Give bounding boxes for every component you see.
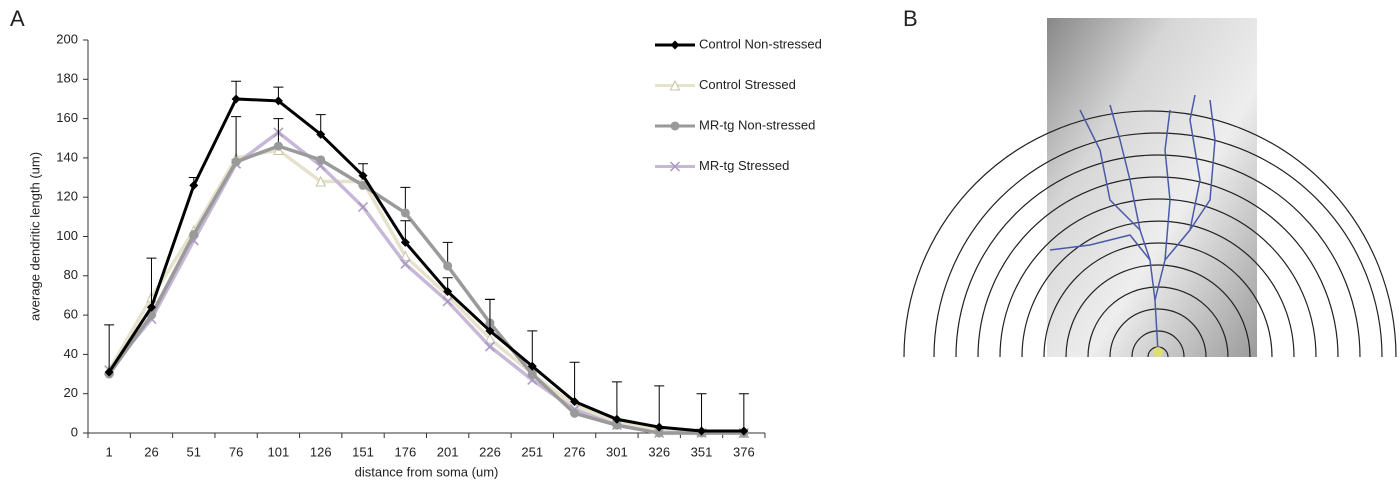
error-bar — [611, 381, 622, 420]
x-tick-label: 1 — [106, 444, 113, 459]
marker — [654, 422, 664, 432]
legend-label: MR-tg Non-stressed — [699, 117, 815, 132]
y-tick-label: 40 — [64, 346, 78, 361]
marker — [231, 94, 241, 104]
x-tick-label: 276 — [564, 444, 586, 459]
marker — [697, 426, 707, 436]
error-bar — [146, 257, 157, 308]
marker — [484, 341, 495, 352]
x-tick-label: 76 — [229, 444, 243, 459]
x-axis-label: distance from soma (um) — [355, 464, 499, 479]
marker — [739, 426, 749, 436]
error-bar — [654, 385, 665, 428]
marker — [669, 79, 681, 91]
marker — [669, 161, 681, 172]
error-bar — [527, 330, 538, 367]
x-tick-label: 351 — [691, 444, 713, 459]
y-tick-label: 60 — [64, 307, 78, 322]
legend-label: Control Non-stressed — [699, 36, 822, 51]
marker — [400, 208, 410, 218]
marker — [442, 296, 453, 307]
series — [103, 144, 750, 438]
error-bar — [273, 118, 284, 147]
series — [104, 80, 749, 436]
marker — [654, 428, 664, 438]
error-bar — [696, 393, 707, 432]
y-tick-label: 180 — [56, 71, 78, 86]
x-tick-label: 151 — [352, 444, 374, 459]
y-tick-label: 120 — [56, 189, 78, 204]
marker — [670, 121, 680, 131]
y-tick-label: 0 — [71, 424, 78, 439]
x-tick-label: 326 — [648, 444, 670, 459]
line — [107, 130, 744, 435]
panel-label: B — [903, 6, 918, 31]
series — [104, 127, 749, 439]
marker — [146, 302, 156, 312]
legend-label: MR-tg Stressed — [699, 158, 789, 173]
marker — [485, 326, 495, 336]
x-tick-label: 226 — [479, 444, 501, 459]
x-tick-label: 51 — [187, 444, 201, 459]
line — [107, 97, 744, 433]
marker — [231, 157, 241, 167]
error-bar — [569, 361, 580, 402]
x-tick-label: 26 — [144, 444, 158, 459]
marker — [189, 230, 199, 240]
micrograph — [903, 18, 1397, 358]
y-tick-label: 200 — [56, 31, 78, 46]
marker — [316, 129, 326, 139]
error-bar — [484, 298, 495, 331]
marker — [316, 155, 326, 165]
marker — [358, 180, 368, 190]
marker — [570, 408, 580, 418]
error-bar — [104, 324, 115, 373]
marker — [104, 367, 114, 377]
marker — [273, 141, 283, 151]
marker — [612, 420, 622, 430]
marker — [670, 40, 680, 50]
marker — [443, 287, 453, 297]
marker — [612, 414, 622, 424]
error-bar — [738, 393, 749, 432]
marker — [189, 180, 199, 190]
marker — [527, 361, 537, 371]
marker — [315, 175, 327, 187]
y-axis-label: average dendritic length (um) — [27, 152, 42, 321]
marker — [358, 201, 369, 213]
y-tick-label: 160 — [56, 110, 78, 125]
line — [107, 148, 744, 435]
legend-label: Control Stressed — [699, 77, 796, 92]
panel-label: A — [10, 6, 25, 31]
y-tick-label: 20 — [64, 385, 78, 400]
x-tick-label: 176 — [394, 444, 416, 459]
x-tick-label: 301 — [606, 444, 628, 459]
marker — [527, 369, 537, 379]
x-tick-label: 101 — [268, 444, 290, 459]
marker — [570, 397, 580, 407]
y-tick-label: 80 — [64, 267, 78, 282]
marker — [358, 171, 368, 181]
x-tick-label: 126 — [310, 444, 332, 459]
error-bar — [231, 116, 242, 162]
y-tick-label: 140 — [56, 149, 78, 164]
marker — [443, 261, 453, 271]
marker — [484, 333, 496, 344]
y-tick-label: 100 — [56, 228, 78, 243]
line — [107, 144, 744, 435]
marker — [400, 237, 410, 247]
x-tick-label: 376 — [733, 444, 755, 459]
x-tick-label: 201 — [437, 444, 459, 459]
marker — [273, 96, 283, 106]
x-tick-label: 251 — [521, 444, 543, 459]
marker — [400, 258, 411, 270]
